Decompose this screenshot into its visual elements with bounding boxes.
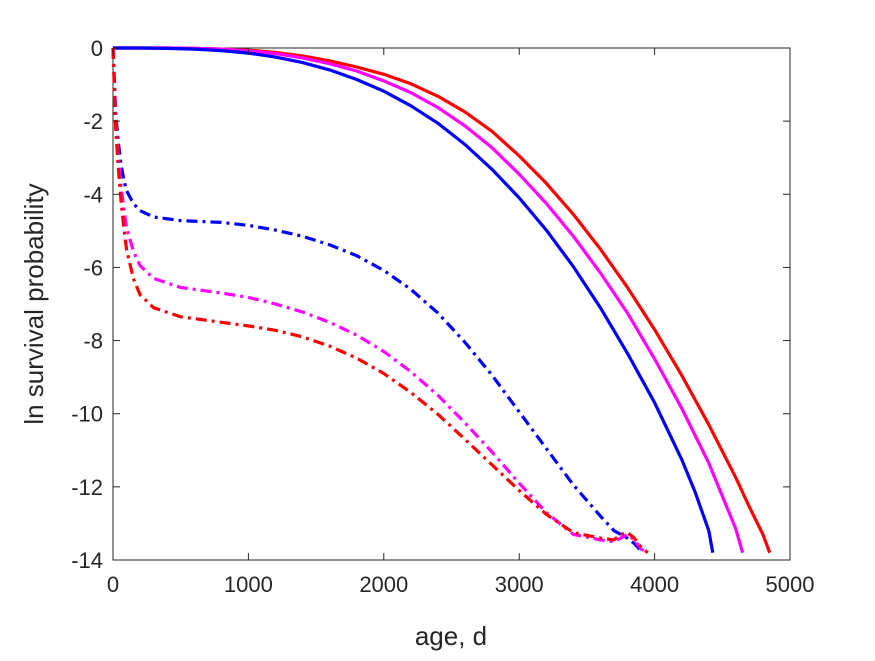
x-axis-title: age, d [415, 621, 487, 651]
y-axis-title: ln survival probability [19, 183, 49, 424]
y-tick-label: -2 [83, 109, 103, 134]
series-line-red-dashdot [111, 47, 649, 554]
series-line-blue-dashdot [111, 47, 643, 552]
plot-area [112, 47, 791, 561]
y-tick-label: -4 [83, 182, 103, 207]
x-tick-label: 5000 [766, 572, 815, 597]
series-line-blue-solid [113, 46, 715, 553]
series-layer [111, 46, 772, 555]
y-tick-label: 0 [91, 36, 103, 61]
series-line-magenta-solid [113, 46, 745, 554]
x-tick-label: 3000 [495, 572, 544, 597]
y-tick-label: -14 [71, 548, 103, 573]
y-tick-label: -6 [83, 255, 103, 280]
x-tick-label: 0 [107, 572, 119, 597]
axes-layer: 0 1000 2000 3000 4000 5000 0 -2 -4 -6 -8 -10 -12 -14 [71, 36, 814, 597]
x-tick-label: 2000 [359, 572, 408, 597]
y-tick-label: -10 [71, 402, 103, 427]
y-tick-label: -12 [71, 475, 103, 500]
y-tick-label: -8 [83, 329, 103, 354]
x-tick-label: 4000 [630, 572, 679, 597]
x-tick-label: 1000 [224, 572, 273, 597]
